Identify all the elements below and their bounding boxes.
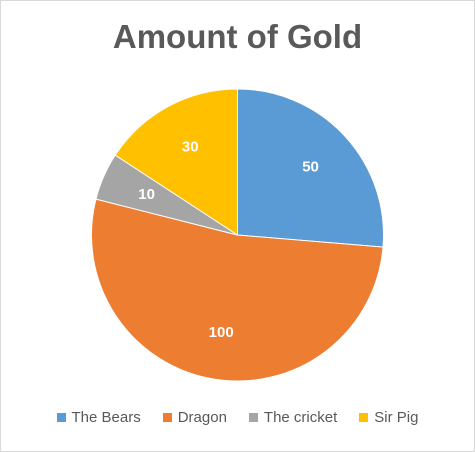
pie-slice-dragon	[91, 198, 384, 382]
data-label: 30	[182, 139, 199, 156]
legend-label: Dragon	[177, 409, 227, 426]
legend-item-dragon: Dragon	[162, 409, 227, 426]
pie-slice-sir-pig	[114, 88, 238, 236]
legend-swatch	[162, 413, 172, 422]
data-label: 10	[138, 186, 155, 203]
pie-slice-the-bears	[237, 88, 384, 248]
legend-item-sir-pig: Sir Pig	[359, 409, 418, 426]
legend-swatch	[248, 413, 258, 422]
legend-item-the-cricket: The cricket	[248, 409, 338, 426]
legend-label: Sir Pig	[374, 409, 419, 426]
legend-label: The Bears	[71, 409, 141, 426]
data-labels: 50 100 10 30	[138, 139, 319, 341]
data-label: 100	[209, 324, 234, 341]
legend-swatch	[56, 413, 66, 422]
data-label: 50	[302, 159, 319, 176]
legend-swatch	[359, 413, 369, 422]
legend: The Bears Dragon The cricket Sir Pig	[0, 409, 475, 426]
chart-title: Amount of Gold	[112, 18, 363, 55]
pie-slices	[91, 88, 384, 382]
legend-item-the-bears: The Bears	[56, 409, 141, 426]
legend-label: The cricket	[263, 409, 338, 426]
